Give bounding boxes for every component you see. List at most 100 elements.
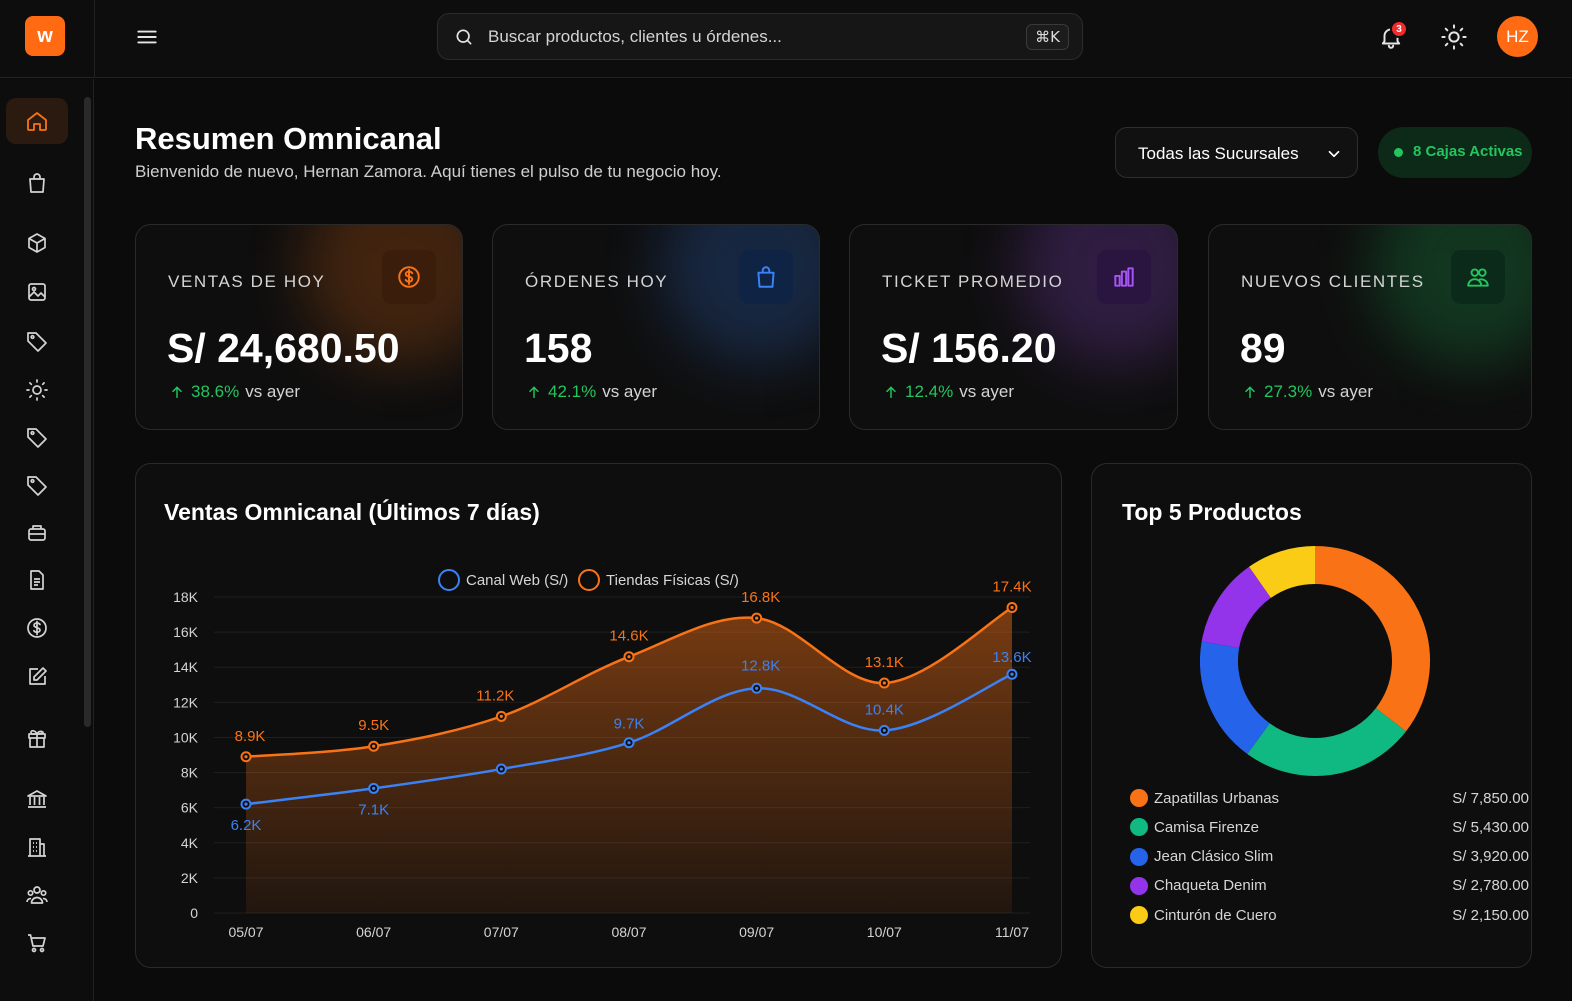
legend-item: Cinturón de Cuero S/ 2,150.00 bbox=[1130, 906, 1530, 925]
data-point-center bbox=[244, 802, 248, 806]
topbar-divider bbox=[94, 0, 95, 78]
data-point-center bbox=[244, 755, 248, 759]
search-bar[interactable]: ⌘K bbox=[437, 13, 1083, 60]
sidebar-item-bank[interactable] bbox=[6, 776, 68, 822]
kpi-icon-box bbox=[739, 250, 793, 304]
data-label: 16.8K bbox=[741, 589, 780, 606]
sidebar-item-discounts[interactable] bbox=[6, 462, 68, 508]
page-title: Resumen Omnicanal bbox=[135, 121, 442, 156]
sidebar-item-tags[interactable] bbox=[6, 318, 68, 364]
search-input[interactable] bbox=[488, 14, 1008, 59]
kpi-value: 158 bbox=[524, 325, 593, 371]
kpi-delta: 42.1% vs ayer bbox=[526, 382, 657, 402]
x-tick-label: 06/07 bbox=[356, 924, 391, 940]
tag-icon bbox=[27, 476, 47, 496]
user-avatar[interactable]: HZ bbox=[1497, 16, 1538, 57]
gift-icon bbox=[28, 729, 46, 748]
legend-item: Chaqueta Denim S/ 2,780.00 bbox=[1130, 876, 1530, 895]
legend-value: S/ 2,150.00 bbox=[1452, 906, 1529, 924]
sidebar-item-media[interactable] bbox=[6, 269, 68, 315]
legend-item: Camisa Firenze S/ 5,430.00 bbox=[1130, 818, 1530, 837]
data-label: 13.1K bbox=[865, 654, 904, 671]
data-point-center bbox=[882, 728, 886, 733]
search-icon bbox=[456, 29, 472, 45]
kpi-icon-box bbox=[382, 250, 436, 304]
menu-toggle-button[interactable] bbox=[134, 24, 160, 50]
sidebar-item-orders[interactable] bbox=[6, 160, 68, 206]
y-tick-label: 10K bbox=[173, 729, 199, 745]
data-point-center bbox=[755, 686, 759, 690]
sidebar-item-customers[interactable] bbox=[6, 872, 68, 918]
data-label: 8.9K bbox=[235, 728, 266, 745]
cart-icon bbox=[28, 934, 46, 953]
sun-icon bbox=[1441, 24, 1467, 50]
sidebar-item-branches[interactable] bbox=[6, 824, 68, 870]
sidebar-item-promotions[interactable] bbox=[6, 414, 68, 460]
sidebar-item-products[interactable] bbox=[6, 220, 68, 266]
bar-chart-icon bbox=[1114, 267, 1134, 287]
sidebar-item-edit[interactable] bbox=[6, 654, 68, 700]
data-point-center bbox=[372, 786, 376, 790]
sidebar-item-sun[interactable] bbox=[6, 367, 68, 413]
sales-chart-title: Ventas Omnicanal (Últimos 7 días) bbox=[164, 499, 540, 525]
tag-icon bbox=[27, 428, 47, 448]
data-point-center bbox=[499, 767, 503, 771]
donut-slice[interactable] bbox=[1200, 641, 1271, 754]
data-label: 17.4K bbox=[992, 579, 1031, 596]
notification-count-badge: 3 bbox=[1390, 20, 1408, 38]
legend-swatch bbox=[1130, 906, 1148, 925]
kpi-value: 89 bbox=[1240, 325, 1286, 371]
theme-toggle-button[interactable] bbox=[1440, 23, 1468, 51]
legend-label: Tiendas Físicas (S/) bbox=[606, 572, 739, 589]
y-tick-label: 0 bbox=[190, 905, 198, 921]
sidebar-scrollbar[interactable] bbox=[84, 97, 91, 727]
x-tick-label: 11/07 bbox=[995, 924, 1029, 940]
kpi-delta-value: 42.1% bbox=[548, 382, 597, 401]
legend-swatch bbox=[438, 569, 460, 591]
data-label: 12.8K bbox=[741, 657, 780, 674]
donut-slice[interactable] bbox=[1247, 707, 1406, 776]
y-tick-label: 6K bbox=[181, 800, 199, 816]
data-point-center bbox=[627, 655, 631, 659]
sidebar-item-inventory[interactable] bbox=[6, 509, 68, 555]
data-label: 10.4K bbox=[865, 701, 904, 718]
top-products-panel: Top 5 Productos Zapatillas Urbanas S/ 7,8… bbox=[1091, 463, 1532, 968]
x-tick-label: 08/07 bbox=[611, 924, 646, 940]
donut-slice[interactable] bbox=[1201, 566, 1272, 649]
kpi-delta: 27.3% vs ayer bbox=[1242, 382, 1373, 402]
sidebar-item-home[interactable] bbox=[6, 98, 68, 144]
data-point-center bbox=[372, 744, 376, 748]
donut-slice[interactable] bbox=[1249, 546, 1316, 599]
sidebar bbox=[0, 79, 94, 1001]
sun-icon bbox=[26, 379, 48, 401]
brand-logo[interactable]: w bbox=[25, 16, 65, 56]
sidebar-item-documents[interactable] bbox=[6, 557, 68, 603]
kpi-delta: 38.6% vs ayer bbox=[169, 382, 300, 402]
sidebar-item-cart[interactable] bbox=[6, 920, 68, 966]
sales-line-chart: 0 2K 4K 6K 8K 10K 12K 14K 16K 18K 05/07 06/07 07/07 0… bbox=[173, 569, 1032, 940]
branch-select-value: Todas las Sucursales bbox=[1138, 144, 1299, 163]
image-icon bbox=[28, 283, 46, 301]
legend-value: S/ 3,920.00 bbox=[1452, 848, 1529, 866]
data-point-center bbox=[755, 616, 759, 620]
x-tick-label: 10/07 bbox=[867, 924, 902, 940]
sidebar-item-gifts[interactable] bbox=[6, 715, 68, 761]
search-shortcut-badge: ⌘K bbox=[1026, 24, 1069, 50]
bank-icon bbox=[27, 790, 47, 808]
branch-select[interactable]: Todas las Sucursales bbox=[1115, 127, 1358, 178]
data-point-center bbox=[1010, 605, 1014, 610]
data-point-center bbox=[882, 681, 886, 685]
kpi-delta-suffix: vs ayer bbox=[602, 382, 657, 401]
sidebar-item-finance[interactable] bbox=[6, 605, 68, 651]
y-tick-label: 2K bbox=[181, 870, 199, 886]
document-icon bbox=[30, 570, 44, 590]
cube-icon bbox=[28, 233, 46, 253]
legend-label: Camisa Firenze bbox=[1154, 818, 1260, 836]
donut-slice[interactable] bbox=[1314, 546, 1430, 732]
sales-chart-panel: Ventas Omnicanal (Últimos 7 días) 0 2K 4K 6… bbox=[135, 463, 1062, 968]
shopping-bag-icon bbox=[29, 173, 45, 193]
legend-item: Zapatillas Urbanas S/ 7,850.00 bbox=[1130, 789, 1530, 807]
legend-swatch bbox=[1130, 847, 1148, 866]
kpi-label: ÓRDENES HOY bbox=[525, 272, 669, 291]
stack-icon bbox=[28, 525, 46, 541]
